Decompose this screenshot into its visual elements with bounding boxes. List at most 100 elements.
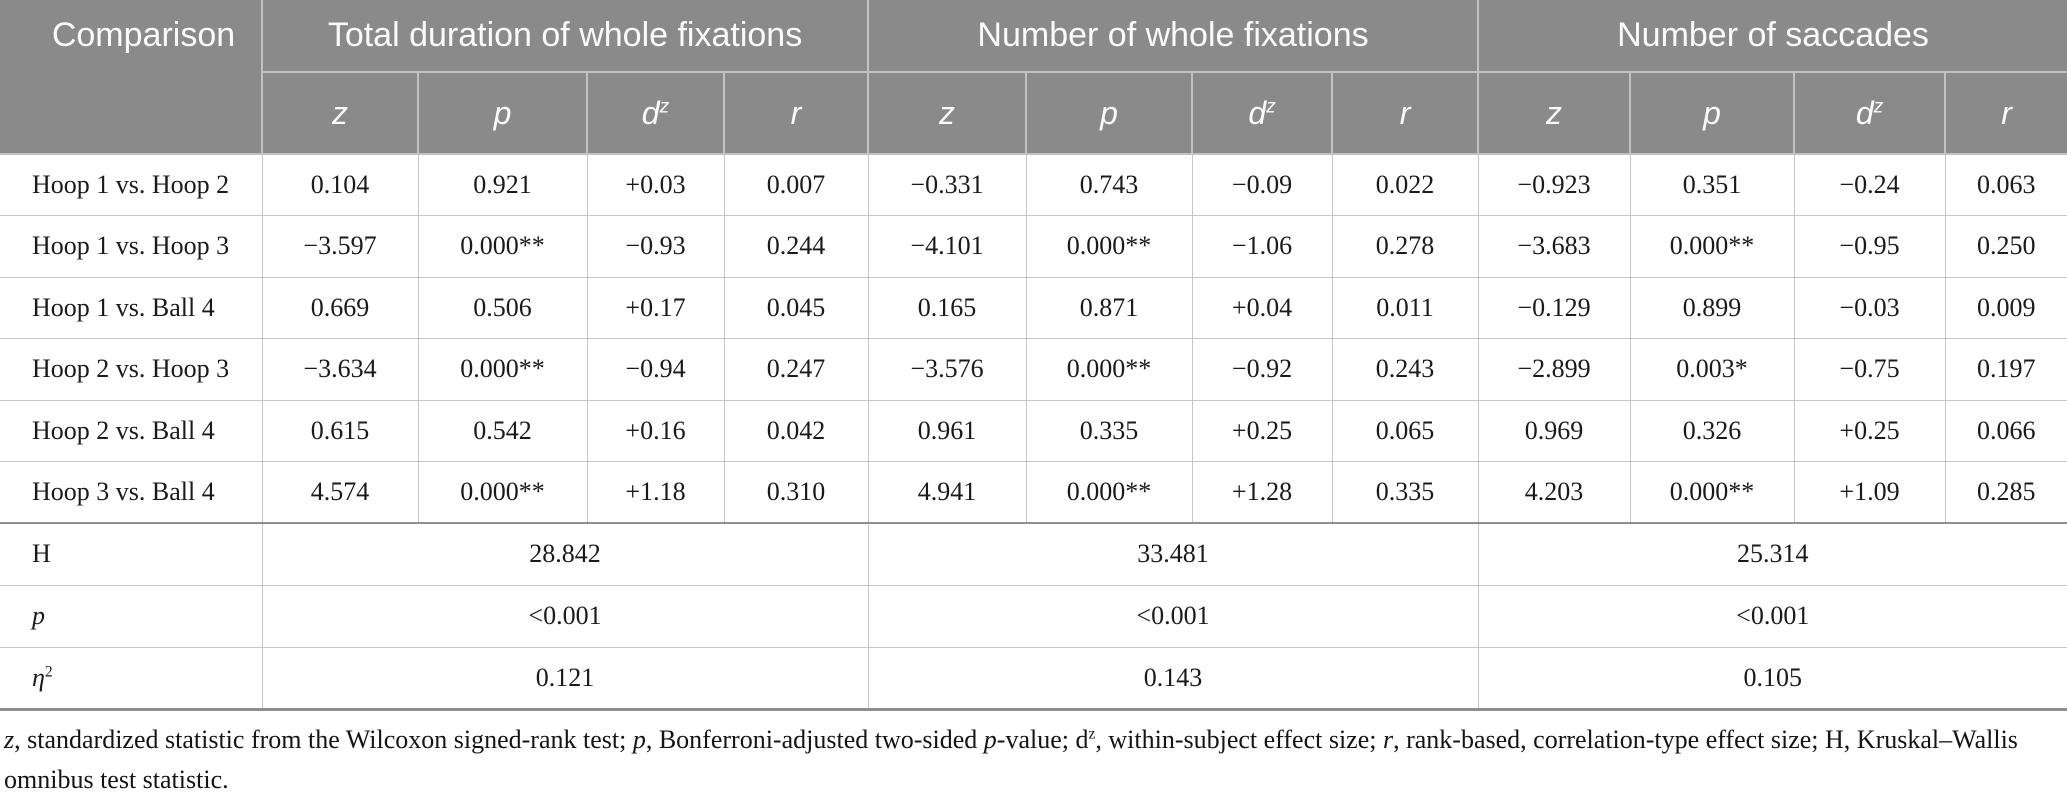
comparison-label: Hoop 3 vs. Ball 4 — [0, 461, 263, 524]
stat-col-header-dz: dz — [1793, 71, 1947, 155]
summary-row-eta2: η2 0.121 0.143 0.105 — [0, 646, 2067, 711]
stat-value-cell: 0.244 — [723, 215, 869, 278]
stat-col-header-r: r — [1944, 71, 2067, 155]
stat-value-cell: −0.03 — [1793, 276, 1946, 339]
stat-value-cell: 0.045 — [723, 276, 869, 339]
table-row: Hoop 2 vs. Ball 4 0.615 0.542 +0.16 0.04… — [0, 399, 2067, 462]
summary-value-cell: <0.001 — [261, 584, 869, 648]
stat-value-cell: −0.24 — [1793, 153, 1946, 216]
stat-value-cell: −2.899 — [1477, 338, 1631, 401]
stat-value-cell: −0.923 — [1477, 153, 1631, 216]
stat-value-cell: +0.03 — [586, 153, 725, 216]
group-header-total-duration: Total duration of whole fixations — [260, 0, 870, 73]
stat-value-cell: 0.969 — [1477, 399, 1631, 462]
stat-value-cell: +1.28 — [1191, 461, 1333, 524]
stat-value-cell: 0.104 — [261, 153, 419, 216]
stat-header-row: z p dz r z p dz r z p dz r — [0, 71, 2067, 155]
stat-value-cell: 0.000** — [1629, 461, 1795, 524]
stat-col-header-z: z — [261, 71, 419, 155]
comparison-label: Hoop 1 vs. Hoop 3 — [0, 215, 263, 278]
stat-value-cell: 0.000** — [1025, 215, 1193, 278]
summary-label: H — [0, 522, 263, 586]
stat-value-cell: +1.09 — [1793, 461, 1946, 524]
stat-value-cell: 0.009 — [1944, 276, 2067, 339]
stat-col-header-p: p — [1629, 71, 1796, 155]
stat-col-header-z: z — [867, 71, 1028, 155]
stat-col-header-dz: dz — [586, 71, 725, 155]
stat-value-cell: 0.542 — [417, 399, 588, 462]
summary-value-cell: 25.314 — [1477, 522, 2067, 586]
summary-value-cell: <0.001 — [1477, 584, 2067, 648]
stat-value-cell: 0.743 — [1025, 153, 1193, 216]
table-row: Hoop 1 vs. Ball 4 0.669 0.506 +0.17 0.04… — [0, 276, 2067, 339]
stat-col-header-z: z — [1477, 71, 1632, 155]
stat-value-cell: 4.203 — [1477, 461, 1631, 524]
stat-value-cell: −0.95 — [1793, 215, 1946, 278]
stat-value-cell: 0.065 — [1331, 399, 1479, 462]
summary-value-cell: 28.842 — [261, 522, 869, 586]
comparison-column-header: Comparison — [0, 0, 263, 155]
stat-value-cell: 0.000** — [417, 215, 588, 278]
stat-value-cell: 0.506 — [417, 276, 588, 339]
stat-value-cell: −0.93 — [586, 215, 725, 278]
stat-value-cell: +0.25 — [1191, 399, 1333, 462]
stat-value-cell: 0.310 — [723, 461, 869, 524]
stat-value-cell: 4.574 — [261, 461, 419, 524]
stat-value-cell: 0.007 — [723, 153, 869, 216]
stat-value-cell: −4.101 — [867, 215, 1027, 278]
summary-value-cell: 0.105 — [1477, 646, 2067, 711]
summary-value-cell: 0.121 — [261, 646, 869, 711]
stat-value-cell: 0.351 — [1629, 153, 1795, 216]
stat-col-header-dz: dz — [1191, 71, 1334, 155]
stat-value-cell: 0.921 — [417, 153, 588, 216]
stat-value-cell: −0.94 — [586, 338, 725, 401]
comparison-label: Hoop 2 vs. Ball 4 — [0, 399, 263, 462]
stat-value-cell: 0.335 — [1331, 461, 1479, 524]
stat-value-cell: 0.066 — [1944, 399, 2067, 462]
stat-value-cell: 0.961 — [867, 399, 1027, 462]
stat-value-cell: 0.042 — [723, 399, 869, 462]
stat-value-cell: +0.04 — [1191, 276, 1333, 339]
stat-value-cell: 0.063 — [1944, 153, 2067, 216]
stat-col-header-p: p — [1025, 71, 1194, 155]
stat-value-cell: 0.165 — [867, 276, 1027, 339]
stat-value-cell: 0.335 — [1025, 399, 1193, 462]
comparison-label: Hoop 2 vs. Hoop 3 — [0, 338, 263, 401]
stat-col-header-r: r — [722, 71, 870, 155]
stat-value-cell: −3.683 — [1477, 215, 1631, 278]
stat-value-cell: −1.06 — [1191, 215, 1333, 278]
stat-value-cell: +1.18 — [586, 461, 725, 524]
stat-value-cell: 0.285 — [1944, 461, 2067, 524]
stat-value-cell: −0.129 — [1477, 276, 1631, 339]
stat-value-cell: +0.17 — [586, 276, 725, 339]
table-footnote: z, standardized statistic from the Wilco… — [4, 724, 2018, 794]
stat-value-cell: +0.16 — [586, 399, 725, 462]
stat-value-cell: −3.634 — [261, 338, 419, 401]
stat-value-cell: 0.247 — [723, 338, 869, 401]
summary-row-h: H 28.842 33.481 25.314 — [0, 522, 2067, 586]
comparison-label: Hoop 1 vs. Hoop 2 — [0, 153, 263, 216]
stat-value-cell: 0.003* — [1629, 338, 1795, 401]
stat-value-cell: 0.011 — [1331, 276, 1479, 339]
summary-value-cell: <0.001 — [867, 584, 1479, 648]
stat-value-cell: −3.597 — [261, 215, 419, 278]
stat-value-cell: 0.000** — [417, 461, 588, 524]
stat-value-cell: 0.000** — [1025, 461, 1193, 524]
stat-value-cell: 0.022 — [1331, 153, 1479, 216]
stat-value-cell: 0.243 — [1331, 338, 1479, 401]
stat-value-cell: 0.250 — [1944, 215, 2067, 278]
stat-value-cell: −0.331 — [867, 153, 1027, 216]
stat-value-cell: +0.25 — [1793, 399, 1946, 462]
group-header-number-saccades: Number of saccades — [1477, 0, 2067, 73]
summary-row-p: p <0.001 <0.001 <0.001 — [0, 584, 2067, 648]
stat-col-header-r: r — [1331, 71, 1480, 155]
stat-value-cell: 0.326 — [1629, 399, 1795, 462]
stat-value-cell: −0.75 — [1793, 338, 1946, 401]
table-row: Hoop 1 vs. Hoop 3 −3.597 0.000** −0.93 0… — [0, 215, 2067, 278]
summary-value-cell: 33.481 — [867, 522, 1479, 586]
comparison-label: Hoop 1 vs. Ball 4 — [0, 276, 263, 339]
summary-label: η2 — [0, 646, 263, 711]
summary-value-cell: 0.143 — [867, 646, 1479, 711]
pairwise-stats-table: Comparison Total duration of whole fixat… — [0, 0, 2067, 711]
stat-value-cell: 0.000** — [417, 338, 588, 401]
